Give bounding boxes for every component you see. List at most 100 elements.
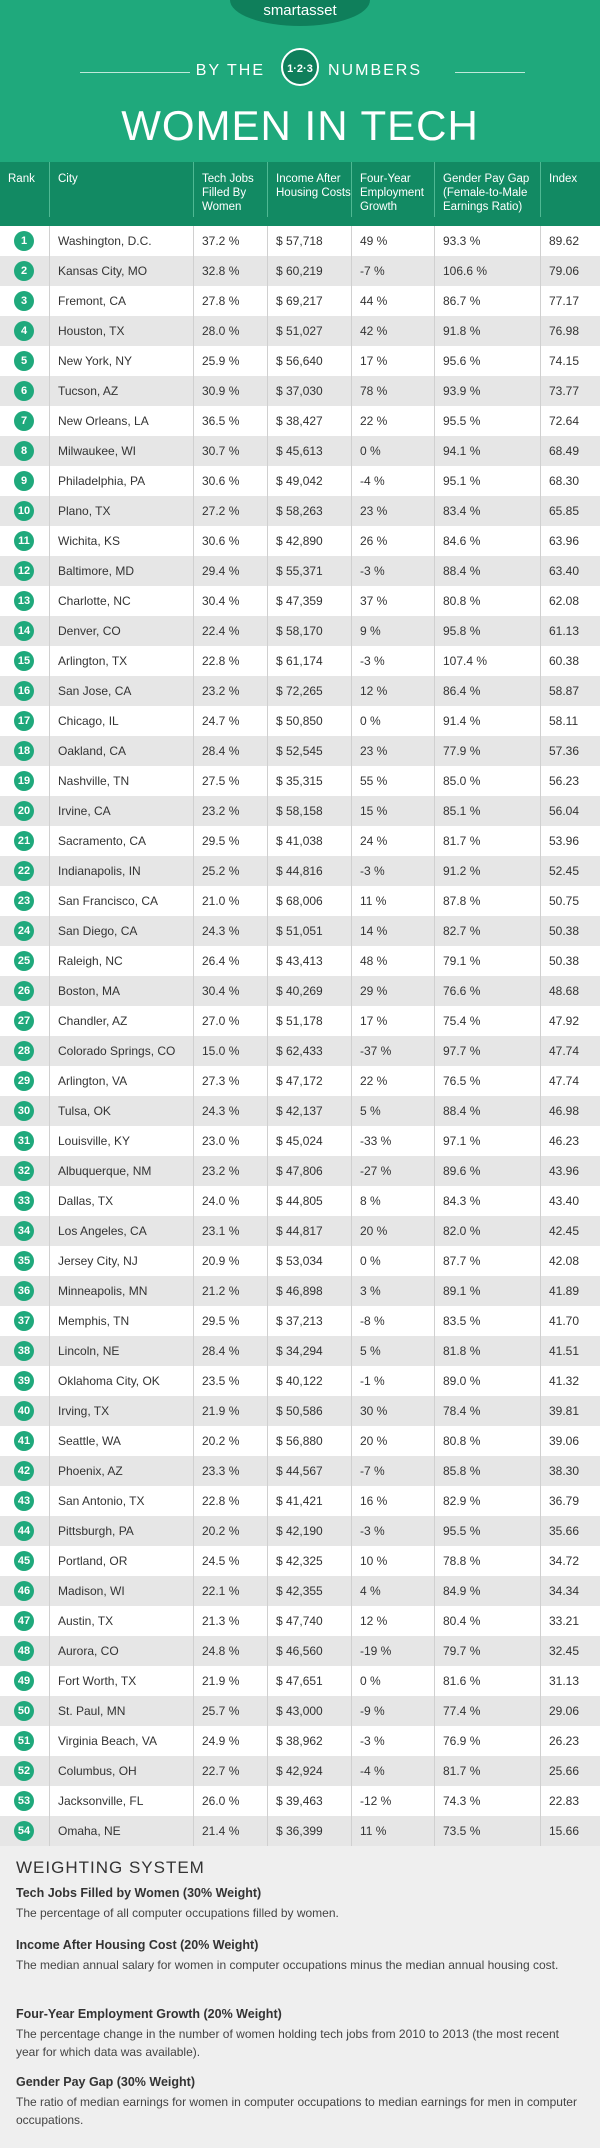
table-cell: 32.45 [540,1636,600,1666]
table-cell: Oakland, CA [49,736,193,766]
rank-badge: 6 [14,381,34,401]
table-cell: 22.8 % [193,646,267,676]
rank-badge: 18 [14,741,34,761]
table-cell: 41.51 [540,1336,600,1366]
table-cell: $ 56,640 [267,346,351,376]
rank-badge: 20 [14,801,34,821]
table-cell: 23 % [351,496,434,526]
table-cell: 49 % [351,226,434,256]
table-cell: 77.9 % [434,736,540,766]
table-cell: 29.06 [540,1696,600,1726]
table-cell: 24.9 % [193,1726,267,1756]
table-cell: 74.3 % [434,1786,540,1816]
table-cell: $ 52,545 [267,736,351,766]
table-cell: 22 % [351,406,434,436]
table-cell: 77.4 % [434,1696,540,1726]
table-cell: 73.77 [540,376,600,406]
table-row: 18 Oakland, CA 28.4 % $ 52,545 23 % 77.9 % 57.… [0,736,600,766]
table-cell: 30.6 % [193,466,267,496]
table-cell: -33 % [351,1126,434,1156]
table-cell: 25.2 % [193,856,267,886]
table-cell: $ 51,027 [267,316,351,346]
rank-badge: 50 [14,1701,34,1721]
table-cell: $ 61,174 [267,646,351,676]
table-cell: 72.64 [540,406,600,436]
table-cell: 50.38 [540,916,600,946]
rank-badge: 47 [14,1611,34,1631]
table-cell: 91.8 % [434,316,540,346]
table-cell: $ 37,030 [267,376,351,406]
table-cell: 20.2 % [193,1516,267,1546]
table-cell: 17 % [351,1006,434,1036]
table-cell: 46.23 [540,1126,600,1156]
table-cell: 0 % [351,436,434,466]
column-header: Income After Housing Costs [267,162,351,217]
table-cell: 78 % [351,376,434,406]
table-cell: 23.1 % [193,1216,267,1246]
table-cell: San Jose, CA [49,676,193,706]
table-row: 28 Colorado Springs, CO 15.0 % $ 62,433 -37 … [0,1036,600,1066]
table-row: 47 Austin, TX 21.3 % $ 47,740 12 % 80.4 % 33.2… [0,1606,600,1636]
table-cell: 46.98 [540,1096,600,1126]
table-cell: 23 % [351,736,434,766]
table-cell: Indianapolis, IN [49,856,193,886]
table-cell: 30.7 % [193,436,267,466]
table-row: 14 Denver, CO 22.4 % $ 58,170 9 % 95.8 % 61.13 [0,616,600,646]
table-cell: 84.9 % [434,1576,540,1606]
table-cell: 97.7 % [434,1036,540,1066]
table-cell: 82.7 % [434,916,540,946]
table-cell: $ 47,806 [267,1156,351,1186]
rank-badge: 38 [14,1341,34,1361]
table-cell: 93.9 % [434,376,540,406]
table-cell: 52.45 [540,856,600,886]
table-row: 16 San Jose, CA 23.2 % $ 72,265 12 % 86.4 % 58… [0,676,600,706]
table-cell: $ 58,158 [267,796,351,826]
table-cell: 47.74 [540,1066,600,1096]
table-cell: 8 % [351,1186,434,1216]
table-cell: 29 % [351,976,434,1006]
table-cell: 29.5 % [193,826,267,856]
table-row: 37 Memphis, TN 29.5 % $ 37,213 -8 % 83.5 % 41.… [0,1306,600,1336]
rank-badge: 11 [14,531,34,551]
table-cell: $ 36,399 [267,1816,351,1846]
table-cell: Sacramento, CA [49,826,193,856]
badge: 1·2·3 [281,48,319,86]
table-cell: Los Angeles, CA [49,1216,193,1246]
table-row: 25 Raleigh, NC 26.4 % $ 43,413 48 % 79.1 % 50.… [0,946,600,976]
table-cell: Houston, TX [49,316,193,346]
table-cell: 63.96 [540,526,600,556]
weighting-heading: Four-Year Employment Growth (20% Weight) [16,2007,282,2021]
table-cell: 24.3 % [193,1096,267,1126]
table-row: 12 Baltimore, MD 29.4 % $ 55,371 -3 % 88.4 % 6… [0,556,600,586]
table-cell: 0 % [351,1666,434,1696]
weighting-text: The percentage change in the number of w… [16,2027,559,2059]
weighting-text: The median annual salary for women in co… [16,1958,559,1972]
table-cell: $ 55,371 [267,556,351,586]
rank-badge: 28 [14,1041,34,1061]
table-row: 21 Sacramento, CA 29.5 % $ 41,038 24 % 81.7 %… [0,826,600,856]
rank-badge: 43 [14,1491,34,1511]
table-cell: 86.7 % [434,286,540,316]
table-cell: 80.8 % [434,586,540,616]
table-row: 43 San Antonio, TX 22.8 % $ 41,421 16 % 82.9 … [0,1486,600,1516]
table-cell: 21.4 % [193,1816,267,1846]
table-cell: 85.8 % [434,1456,540,1486]
table-cell: 41.89 [540,1276,600,1306]
table-cell: 60.38 [540,646,600,676]
table-cell: 76.98 [540,316,600,346]
rank-badge: 33 [14,1191,34,1211]
weighting-heading: Gender Pay Gap (30% Weight) [16,2075,195,2089]
table-cell: 24.0 % [193,1186,267,1216]
table-row: 24 San Diego, CA 24.3 % $ 51,051 14 % 82.7 % 5… [0,916,600,946]
table-row: 4 Houston, TX 28.0 % $ 51,027 42 % 91.8 % 76.9… [0,316,600,346]
table-cell: 56.23 [540,766,600,796]
table-cell: Irving, TX [49,1396,193,1426]
table-cell: 81.7 % [434,1756,540,1786]
table-cell: 76.6 % [434,976,540,1006]
rank-badge: 46 [14,1581,34,1601]
table-cell: San Antonio, TX [49,1486,193,1516]
table-cell: Boston, MA [49,976,193,1006]
table-cell: 88.4 % [434,1096,540,1126]
table-cell: 80.4 % [434,1606,540,1636]
table-row: 6 Tucson, AZ 30.9 % $ 37,030 78 % 93.9 % 73.77 [0,376,600,406]
